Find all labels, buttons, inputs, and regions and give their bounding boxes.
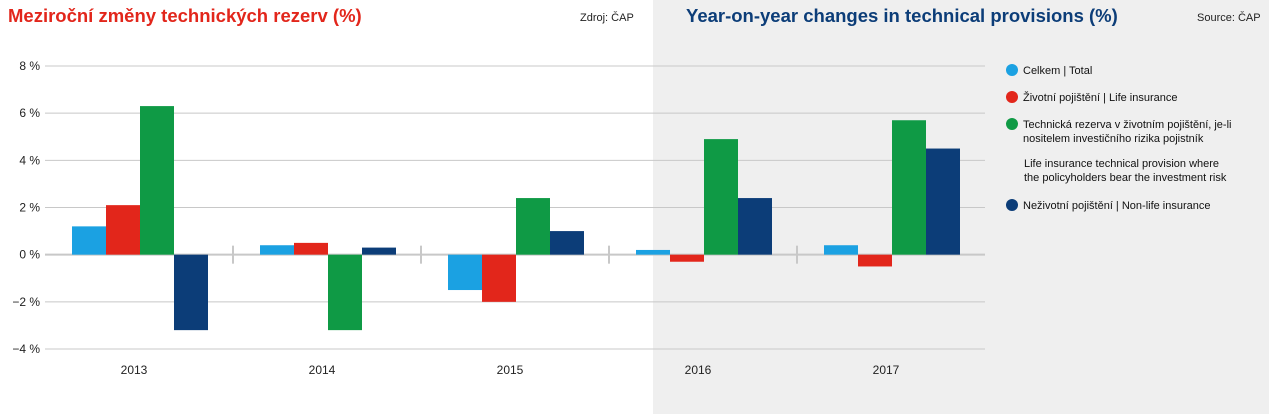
legend-dot-non-life: [1006, 199, 1018, 211]
legend-note-line-1: Life insurance technical provision where: [1024, 158, 1220, 170]
legend-label-unit-linked-line-2: nositelem investičního rizika pojistník: [1023, 133, 1204, 145]
y-tick-label: 4 %: [19, 153, 40, 167]
y-tick-label: −2 %: [12, 295, 40, 309]
bar-2013-series-2: [106, 205, 140, 255]
y-tick-label: 6 %: [19, 106, 40, 120]
bar-2016-series-3: [704, 139, 738, 255]
bar-2015-series-3: [516, 198, 550, 255]
bar-2017-series-1: [824, 245, 858, 255]
y-tick-label: 2 %: [19, 201, 40, 215]
legend-label-total: Celkem | Total: [1023, 65, 1093, 77]
bar-2017-series-4: [926, 148, 960, 255]
source-czech: Zdroj: ČAP: [580, 12, 634, 24]
legend-dot-total: [1006, 64, 1018, 76]
bar-2014-series-4: [362, 247, 396, 255]
bar-2013-series-3: [140, 106, 174, 255]
legend-label-non-life: Neživotní pojištění | Non-life insurance: [1023, 200, 1211, 212]
source-english: Source: ČAP: [1197, 12, 1261, 24]
x-tick-label: 2013: [121, 363, 148, 377]
bar-2014-series-3: [328, 254, 362, 331]
bar-2016-series-2: [670, 254, 704, 262]
legend-label-unit-linked-line-1: Technická rezerva v životním pojištění, …: [1023, 119, 1232, 131]
x-tick-label: 2016: [685, 363, 712, 377]
legend-item-unit-linked: Technická rezerva v životním pojištění, …: [1006, 118, 1231, 146]
legend-item-life: Životní pojištění | Life insurance: [1006, 91, 1178, 105]
bar-2015-series-1: [448, 254, 482, 291]
legend-note-line-2: the policyholders bear the investment ri…: [1024, 172, 1227, 184]
legend-label-unit-linked: Technická rezerva v životním pojištění, …: [1023, 118, 1231, 146]
legend-note-english: Life insurance technical provision where…: [1024, 157, 1226, 185]
bar-2014-series-1: [260, 245, 294, 255]
legend-item-non-life: Neživotní pojištění | Non-life insurance: [1006, 199, 1211, 213]
legend-item-total: Celkem | Total: [1006, 64, 1092, 78]
bar-2016-series-1: [636, 249, 670, 255]
bar-2015-series-4: [550, 231, 584, 255]
bar-2014-series-2: [294, 242, 328, 255]
bar-chart: −4 % −2 % 0 % 2 % 4 % 6 % 8 % 2013 2014 2015 2016 2…: [12, 59, 985, 377]
y-tick-label: 0 %: [19, 248, 40, 262]
x-tick-label: 2017: [873, 363, 900, 377]
chart-title-czech: Meziroční změny technických rezerv (%): [8, 5, 362, 26]
x-tick-label: 2015: [497, 363, 524, 377]
bar-2017-series-2: [858, 254, 892, 267]
bar-2013-series-4: [174, 254, 208, 331]
chart-title-english: Year-on-year changes in technical provis…: [686, 5, 1118, 26]
bar-2016-series-4: [738, 198, 772, 255]
legend-dot-unit-linked: [1006, 118, 1018, 130]
bar-2013-series-1: [72, 226, 106, 255]
bar-2017-series-3: [892, 120, 926, 255]
bar-2015-series-2: [482, 254, 516, 302]
x-tick-label: 2014: [309, 363, 336, 377]
y-tick-label: −4 %: [12, 342, 40, 356]
y-tick-label: 8 %: [19, 59, 40, 73]
legend-dot-life: [1006, 91, 1018, 103]
legend-label-life: Životní pojištění | Life insurance: [1023, 92, 1178, 104]
